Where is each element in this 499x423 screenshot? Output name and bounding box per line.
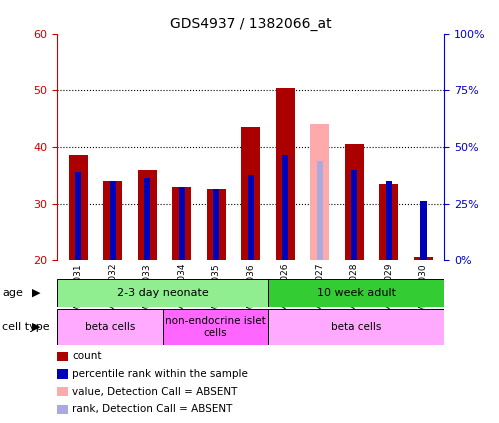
Bar [268, 279, 444, 307]
Bar [75, 173, 81, 374]
Bar [57, 279, 268, 307]
Bar [420, 201, 427, 374]
Bar [172, 187, 191, 374]
Bar [282, 156, 288, 374]
Bar [163, 309, 268, 345]
Text: 2-3 day neonate: 2-3 day neonate [117, 288, 209, 298]
Text: age: age [2, 288, 23, 298]
Bar [68, 156, 88, 374]
Bar [179, 187, 185, 374]
Text: 10 week adult: 10 week adult [317, 288, 396, 298]
Bar [310, 124, 329, 374]
Text: non-endocrine islet
cells: non-endocrine islet cells [165, 316, 266, 338]
Text: rank, Detection Call = ABSENT: rank, Detection Call = ABSENT [72, 404, 233, 415]
Text: ▶: ▶ [31, 288, 40, 298]
Text: count: count [72, 351, 102, 361]
Bar [138, 170, 157, 374]
Bar [317, 161, 323, 374]
Bar [276, 88, 295, 374]
Bar [386, 181, 392, 374]
Text: beta cells: beta cells [85, 322, 135, 332]
Bar [414, 257, 433, 374]
Text: cell type: cell type [2, 321, 50, 332]
Bar [379, 184, 398, 374]
Text: beta cells: beta cells [331, 322, 381, 332]
Title: GDS4937 / 1382066_at: GDS4937 / 1382066_at [170, 17, 331, 31]
Bar [268, 309, 444, 345]
Bar [241, 127, 260, 374]
Bar [109, 181, 116, 374]
Bar [248, 175, 254, 374]
Text: percentile rank within the sample: percentile rank within the sample [72, 369, 248, 379]
Bar [351, 170, 357, 374]
Bar [207, 190, 226, 374]
Bar [345, 144, 364, 374]
Text: value, Detection Call = ABSENT: value, Detection Call = ABSENT [72, 387, 238, 397]
Bar [103, 181, 122, 374]
Bar [144, 178, 150, 374]
Bar [213, 190, 220, 374]
Text: ▶: ▶ [31, 321, 40, 332]
Bar [57, 309, 163, 345]
